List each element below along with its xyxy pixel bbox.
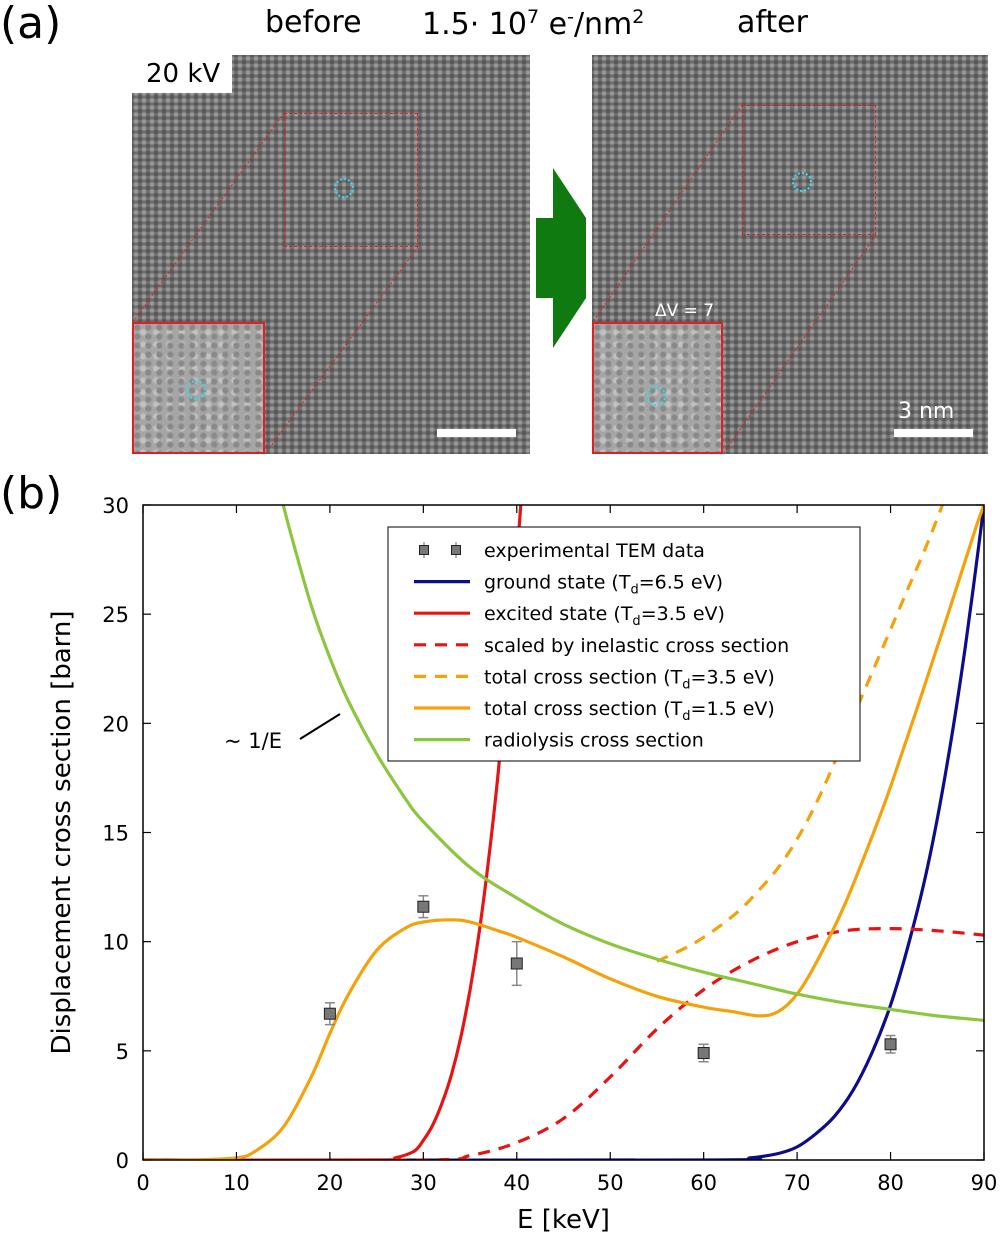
legend-label-radiolysis: radiolysis cross section (484, 730, 704, 752)
y-tick-label: 20 (102, 712, 129, 736)
y-tick-label: 25 (102, 603, 129, 627)
scale-bar-after (894, 429, 973, 437)
legend-marker (419, 545, 429, 555)
legend-text: total cross section (T (484, 698, 683, 720)
axis-ticks: 0 10 20 30 40 50 60 70 80 90 0 5 10 15 20 25 30 (102, 494, 997, 1195)
x-tick-label: 20 (317, 1171, 344, 1195)
arrow-icon (536, 168, 586, 348)
series-total35 (656, 505, 945, 963)
inset-circle-after (646, 386, 666, 406)
chart-points (323, 895, 897, 1063)
y-tick-label: 0 (116, 1149, 129, 1173)
inset-after (592, 322, 723, 454)
y-tick-label: 15 (102, 822, 129, 846)
tem-image-before: 20 kV (132, 55, 530, 454)
x-tick-label: 10 (223, 1171, 250, 1195)
legend-label-excited: excited state (Td=3.5 eV) (484, 603, 725, 629)
legend-label-total15: total cross section (Td=1.5 eV) (484, 698, 775, 724)
data-point (417, 900, 430, 913)
x-tick-label: 80 (877, 1171, 904, 1195)
x-tick-label: 40 (503, 1171, 530, 1195)
legend-tail: =3.5 eV) (641, 603, 725, 625)
inset-circle-before (186, 380, 206, 400)
dose-unit-minus: - (567, 6, 574, 28)
scale-bar-before (437, 429, 516, 437)
legend-text: total cross section (T (484, 666, 683, 688)
scale-label: 3 nm (898, 399, 955, 424)
legend-subscript: d (682, 677, 690, 692)
series-radiolysis (281, 505, 984, 1022)
legend-subscript: d (630, 583, 638, 598)
series-total15 (143, 505, 984, 1160)
dose-unit-nm: /nm (573, 7, 633, 42)
legend-tail: =6.5 eV) (639, 572, 723, 594)
legend-label-total35: total cross section (Td=3.5 eV) (484, 666, 775, 692)
tem-image-after: ΔV = 7 3 nm (592, 55, 988, 454)
zoom-connectors (132, 104, 877, 455)
x-axis-label: E [keV] (517, 1205, 610, 1235)
panel-b-label: (b) (0, 468, 63, 519)
legend-marker (451, 545, 461, 555)
inverse-e-pointer (299, 713, 341, 740)
y-axis-label: Displacement cross section [barn] (47, 610, 77, 1054)
dose-exponent: 7 (526, 6, 540, 28)
dose-unit-squared: 2 (632, 6, 645, 28)
legend-label-scaled: scaled by inelastic cross section (484, 635, 789, 657)
delta-v-label: ΔV = 7 (655, 301, 715, 321)
legend-text: excited state (T (484, 603, 633, 625)
legend-text: radiolysis cross section (484, 730, 704, 752)
zoom-region-before (284, 113, 418, 247)
legend-label-ground: ground state (Td=6.5 eV) (484, 572, 723, 598)
legend-label-exp: experimental TEM data (484, 540, 705, 562)
legend-text: scaled by inelastic cross section (484, 635, 789, 657)
inverse-e-annotation: ~ 1/E (224, 713, 341, 753)
legend-tail: =3.5 eV) (691, 666, 775, 688)
panel-a-label: (a) (0, 0, 62, 49)
inset-before (132, 322, 265, 454)
y-tick-label: 10 (102, 931, 129, 955)
zoom-region-after (742, 105, 876, 235)
dose-unit-e: e (548, 7, 568, 42)
y-tick-label: 30 (102, 494, 129, 518)
x-tick-label: 0 (136, 1171, 149, 1195)
vacancy-circle-before (334, 178, 354, 198)
inverse-e-label: ~ 1/E (224, 729, 282, 753)
after-label: after (737, 5, 808, 40)
x-tick-label: 70 (784, 1171, 811, 1195)
x-tick-label: 50 (597, 1171, 624, 1195)
y-tick-label: 5 (116, 1040, 129, 1064)
series-scaled (143, 927, 984, 1160)
legend-text: experimental TEM data (484, 540, 705, 562)
before-label: before (265, 5, 362, 40)
dose-label: 1.5· 107 e-/nm2 (422, 8, 644, 40)
data-point (884, 1038, 897, 1051)
x-tick-label: 30 (410, 1171, 437, 1195)
data-point (510, 957, 523, 970)
legend-subscript: d (632, 614, 640, 629)
legend-text: ground state (T (484, 572, 631, 594)
legend-tail: =1.5 eV) (691, 698, 775, 720)
data-point (323, 1007, 336, 1020)
voltage-label: 20 kV (132, 55, 233, 93)
data-point (697, 1047, 710, 1060)
legend-subscript: d (682, 709, 690, 724)
dose-value: 1.5· 10 (422, 7, 527, 42)
vacancy-circle-after (792, 172, 812, 192)
x-tick-label: 60 (690, 1171, 717, 1195)
x-tick-label: 90 (971, 1171, 998, 1195)
